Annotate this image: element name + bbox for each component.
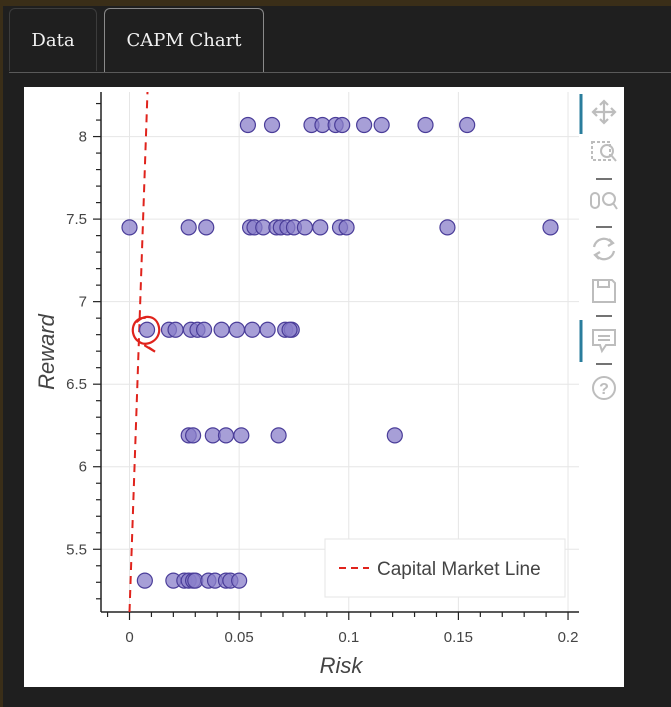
grid <box>101 92 579 612</box>
capital-market-line <box>128 91 149 613</box>
scatter-point <box>373 116 390 134</box>
scatter-point <box>217 427 235 444</box>
chart-panel: 0 0.05 0.1 0.15 0.2 5.5 6 6.5 7 7.5 8 Risk Reward… <box>24 87 624 687</box>
axes <box>100 92 579 613</box>
svg-text:?: ? <box>599 381 609 398</box>
scatter-point <box>281 321 298 338</box>
scatter-points <box>121 116 559 589</box>
scatter-point <box>180 219 197 236</box>
scatter-point <box>231 572 248 589</box>
x-ticks: 0 0.05 0.1 0.15 0.2 <box>106 612 579 646</box>
tab-data[interactable]: Data <box>9 8 97 71</box>
highlight-circle-annotation <box>131 315 161 353</box>
scatter-point <box>259 321 276 338</box>
scatter-point <box>312 219 329 236</box>
x-tick-label: 0.1 <box>338 629 359 646</box>
hover-icon[interactable] <box>592 329 616 354</box>
x-tick-label: 0.2 <box>558 629 579 646</box>
legend-label-cml: Capital Market Line <box>377 559 541 580</box>
wheel-zoom-icon[interactable] <box>590 192 618 210</box>
toolbar: ? <box>579 94 618 400</box>
scatter-point <box>198 219 215 236</box>
scatter-point <box>338 219 355 236</box>
scatter-point <box>213 321 230 338</box>
scatter-point <box>138 321 156 338</box>
scatter-point <box>239 116 257 134</box>
x-tick-label: 0 <box>125 629 133 646</box>
x-tick-label: 0.05 <box>225 629 254 646</box>
scatter-point <box>136 572 153 589</box>
y-ticks: 5.5 6 6.5 7 7.5 8 <box>66 102 101 600</box>
scatter-point <box>263 116 281 134</box>
tab-bar: Data CAPM Chart <box>9 8 671 73</box>
y-tick-label: 7.5 <box>66 211 87 228</box>
help-icon[interactable]: ? <box>592 376 616 400</box>
scatter-point <box>270 427 287 444</box>
y-tick-label: 7 <box>79 294 87 311</box>
scatter-point <box>386 427 403 444</box>
pan-icon[interactable] <box>591 99 617 125</box>
x-tick-label: 0.15 <box>444 629 473 646</box>
scatter-point <box>195 321 213 338</box>
capital-market-line-group <box>128 91 149 613</box>
reset-icon[interactable] <box>592 237 616 261</box>
legend: Capital Market Line <box>324 538 566 598</box>
scatter-point <box>459 116 476 134</box>
capm-chart[interactable]: 0 0.05 0.1 0.15 0.2 5.5 6 6.5 7 7.5 8 Risk Reward… <box>24 87 624 687</box>
scatter-point <box>228 321 246 338</box>
y-tick-label: 6.5 <box>66 376 87 393</box>
tab-capm-chart[interactable]: CAPM Chart <box>104 8 264 72</box>
scatter-point <box>542 219 559 236</box>
scatter-point <box>244 321 261 338</box>
x-axis-label: Risk <box>320 653 364 678</box>
scatter-point <box>296 219 314 236</box>
y-axis-label: Reward <box>34 313 59 390</box>
y-tick-label: 5.5 <box>66 541 87 558</box>
scatter-point <box>167 321 184 338</box>
save-icon[interactable] <box>592 279 616 303</box>
y-tick-label: 6 <box>79 459 87 476</box>
scatter-point <box>121 219 138 236</box>
scatter-point <box>233 427 250 444</box>
scatter-point <box>334 116 351 134</box>
y-tick-label: 8 <box>79 129 87 146</box>
scatter-point <box>356 116 373 134</box>
box-zoom-icon[interactable] <box>591 141 617 162</box>
scatter-point <box>417 116 434 134</box>
scatter-point <box>184 427 202 444</box>
annotation-group <box>131 315 161 353</box>
scatter-point <box>439 219 456 236</box>
